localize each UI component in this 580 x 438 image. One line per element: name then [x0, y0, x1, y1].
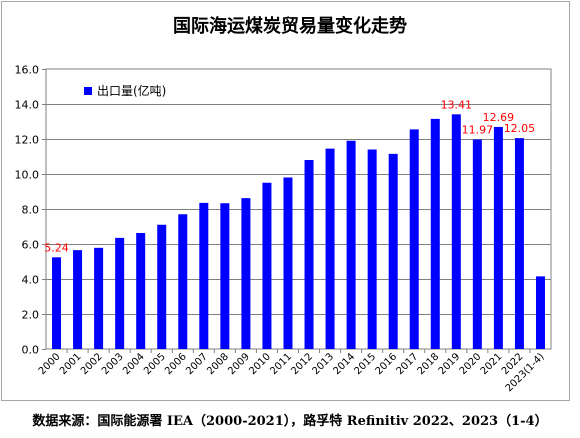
- bar: [283, 177, 293, 349]
- bar: [199, 202, 209, 350]
- bar: [73, 250, 83, 350]
- bar: [220, 203, 230, 349]
- data-label: 5.24: [44, 241, 69, 254]
- bar: [346, 140, 356, 349]
- legend-label: 出口量(亿吨): [97, 84, 167, 98]
- legend-swatch: [84, 86, 92, 95]
- bar: [325, 148, 335, 350]
- bar: [241, 198, 251, 349]
- bar: [409, 129, 419, 350]
- x-tick-label: 2016: [374, 351, 400, 377]
- x-tick-label: 2001: [58, 351, 84, 377]
- chart-legend: 出口量(亿吨): [84, 82, 166, 99]
- y-tick-label: 8.0: [22, 204, 40, 217]
- bar: [304, 160, 314, 349]
- x-tick-label: 2018: [416, 351, 442, 377]
- bar: [472, 139, 482, 349]
- source-note: 数据来源：国际能源署 IEA（2000-2021），路孚特 Refinitiv …: [32, 414, 548, 429]
- bar: [52, 257, 62, 349]
- y-tick-label: 12.0: [15, 134, 40, 147]
- bar: [157, 224, 167, 349]
- data-label: 12.69: [483, 111, 515, 124]
- bar: [262, 182, 272, 349]
- bar: [514, 138, 524, 350]
- x-tick-label: 2000: [37, 351, 63, 377]
- x-tick-label: 2005: [142, 351, 168, 377]
- x-tick-label: 2010: [247, 351, 273, 377]
- x-tick-label: 2013: [310, 351, 336, 377]
- x-tick-label: 2021: [479, 351, 505, 377]
- bar: [451, 114, 461, 349]
- data-label: 13.41: [441, 98, 473, 111]
- data-label: 11.97: [462, 124, 494, 137]
- x-tick-label: 2002: [79, 351, 105, 377]
- y-tick-label: 4.0: [22, 274, 40, 287]
- bar: [115, 237, 125, 350]
- y-tick-label: 0.0: [22, 344, 40, 357]
- x-tick-label: 2020: [458, 351, 484, 377]
- chart-title: 国际海运煤炭贸易量变化走势: [173, 16, 407, 37]
- bar: [535, 276, 545, 350]
- x-tick-label: 2017: [395, 351, 421, 377]
- x-tick-label: 2006: [163, 351, 189, 377]
- x-tick-label: 2004: [121, 351, 147, 377]
- bar: [493, 126, 503, 350]
- data-label: 12.05: [504, 122, 536, 135]
- bar: [94, 247, 104, 349]
- x-tick-label: 2014: [331, 351, 357, 377]
- x-tick-label: 2003: [100, 351, 126, 377]
- x-tick-label: 2009: [226, 351, 252, 377]
- bar: [430, 118, 440, 350]
- y-tick-label: 10.0: [15, 169, 40, 182]
- y-tick-label: 6.0: [22, 239, 40, 252]
- bar: [178, 214, 188, 349]
- y-tick-label: 14.0: [15, 99, 40, 112]
- y-tick-label: 2.0: [22, 309, 40, 322]
- x-tick-label: 2008: [205, 351, 231, 377]
- x-tick-label: 2007: [184, 351, 210, 377]
- bar: [367, 149, 377, 349]
- x-tick-label: 2019: [437, 351, 463, 377]
- bar: [136, 232, 146, 349]
- x-tick-label: 2011: [268, 351, 294, 377]
- x-tick-label: 2012: [289, 351, 315, 377]
- x-tick-label: 2015: [352, 351, 378, 377]
- bar: [388, 153, 398, 350]
- y-tick-label: 16.0: [15, 64, 40, 77]
